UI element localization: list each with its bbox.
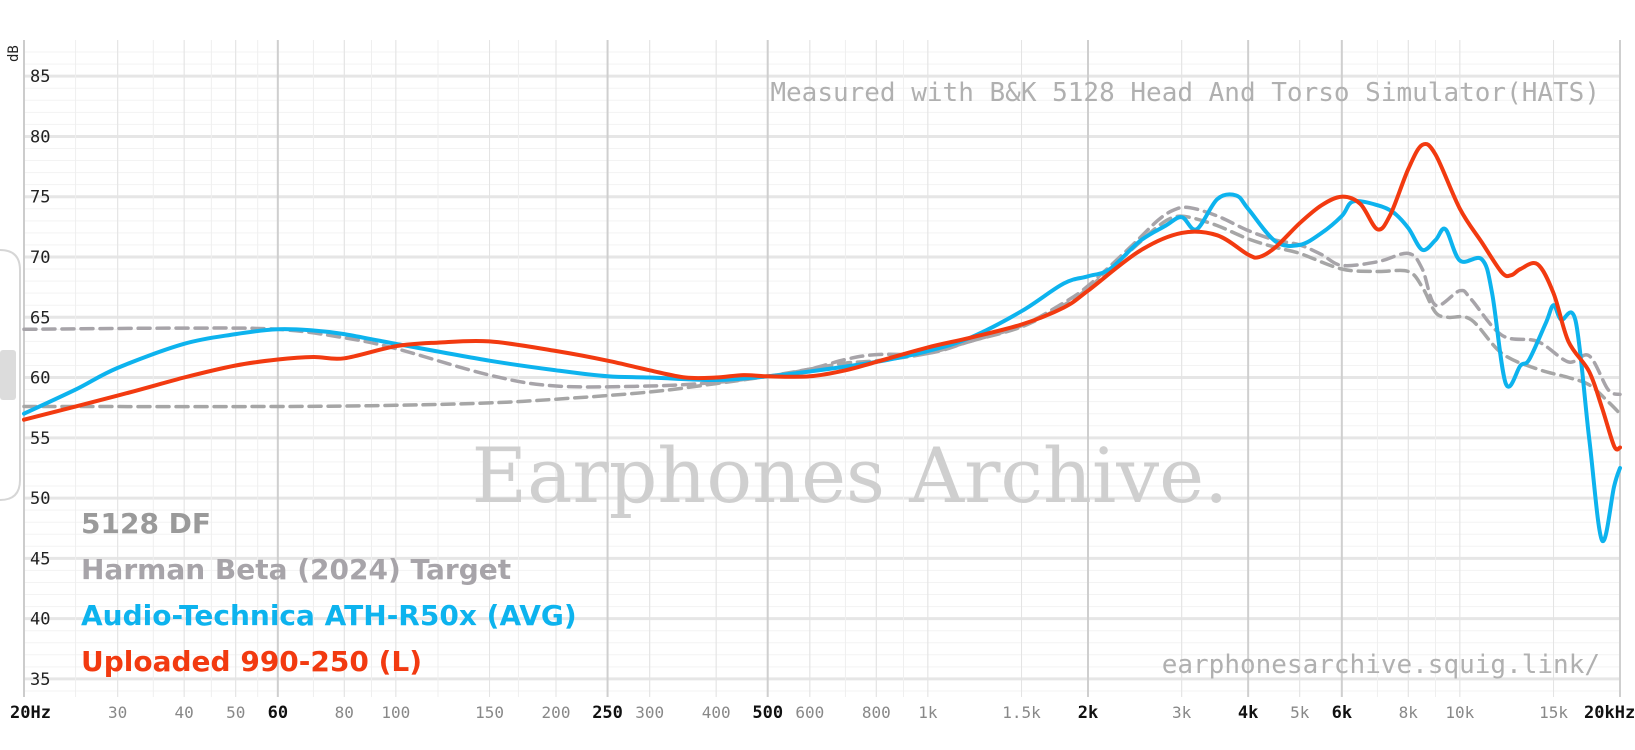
x-axis-ticks: 20Hz 30 40 50 60 80 100 150 200 250 300 400 500 600 80… bbox=[10, 703, 1635, 723]
x-tick-label: 1k bbox=[918, 703, 938, 722]
y-axis-unit-label: dB bbox=[6, 45, 22, 62]
series-curves bbox=[22, 141, 1622, 543]
y-tick-label: 35 bbox=[30, 670, 50, 690]
y-tick-label: 55 bbox=[30, 429, 50, 449]
x-tick-label: 5k bbox=[1290, 703, 1310, 722]
watermark: Earphones Archive. bbox=[472, 431, 1229, 520]
x-tick-label: 30 bbox=[108, 703, 127, 722]
left-edge-handle[interactable] bbox=[0, 249, 21, 501]
legend: 5128 DF Harman Beta (2024) Target Audio-… bbox=[81, 507, 577, 678]
x-tick-label: 250 bbox=[592, 703, 623, 723]
y-tick-label: 60 bbox=[30, 369, 50, 389]
grid-lines bbox=[23, 40, 1621, 697]
x-tick-label: 800 bbox=[862, 703, 891, 722]
x-tick-label: 20kHz bbox=[1584, 703, 1635, 723]
x-tick-label: 8k bbox=[1399, 703, 1419, 722]
y-tick-label: 45 bbox=[30, 549, 50, 569]
x-tick-label: 60 bbox=[268, 703, 288, 723]
x-tick-label: 40 bbox=[175, 703, 194, 722]
source-url: earphonesarchive.squig.link/ bbox=[1162, 650, 1600, 680]
legend-item-harman-target[interactable]: Harman Beta (2024) Target bbox=[81, 553, 511, 586]
measurement-note: Measured with B&K 5128 Head And Torso Si… bbox=[770, 78, 1600, 108]
x-tick-label: 10k bbox=[1445, 703, 1474, 722]
curve-990-250 bbox=[22, 141, 1622, 452]
y-tick-label: 65 bbox=[30, 308, 50, 328]
x-tick-label: 600 bbox=[795, 703, 824, 722]
legend-item-990-250[interactable]: Uploaded 990-250 (L) bbox=[81, 645, 422, 678]
y-tick-label: 80 bbox=[30, 127, 50, 147]
x-tick-label: 150 bbox=[475, 703, 504, 722]
x-tick-label: 300 bbox=[635, 703, 664, 722]
curve-harman-target bbox=[22, 205, 1622, 397]
legend-item-5128-df[interactable]: 5128 DF bbox=[81, 507, 211, 540]
y-tick-label: 70 bbox=[30, 248, 50, 268]
y-tick-label: 50 bbox=[30, 489, 50, 509]
x-tick-label: 4k bbox=[1238, 703, 1258, 723]
curve-5128-df bbox=[22, 214, 1622, 416]
x-tick-label: 80 bbox=[335, 703, 354, 722]
x-tick-label: 1.5k bbox=[1002, 703, 1041, 722]
y-tick-label: 40 bbox=[30, 610, 50, 630]
x-tick-label: 2k bbox=[1078, 703, 1098, 723]
x-tick-label: 50 bbox=[226, 703, 245, 722]
x-tick-label: 15k bbox=[1539, 703, 1568, 722]
x-tick-label: 200 bbox=[542, 703, 571, 722]
x-tick-label: 20Hz bbox=[10, 703, 51, 723]
y-tick-label: 85 bbox=[30, 67, 50, 87]
curve-ath-r50x bbox=[22, 192, 1622, 543]
x-tick-label: 400 bbox=[702, 703, 731, 722]
x-tick-label: 500 bbox=[752, 703, 783, 723]
x-tick-label: 3k bbox=[1172, 703, 1192, 722]
y-axis-ticks: 85 80 75 70 65 60 55 50 45 40 35 bbox=[30, 67, 50, 690]
x-tick-label: 100 bbox=[381, 703, 410, 722]
x-tick-label: 6k bbox=[1332, 703, 1352, 723]
legend-item-ath-r50x[interactable]: Audio-Technica ATH-R50x (AVG) bbox=[81, 599, 577, 632]
y-tick-label: 75 bbox=[30, 188, 50, 208]
